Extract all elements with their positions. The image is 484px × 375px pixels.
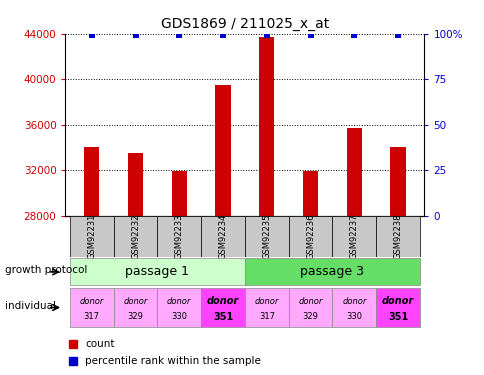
Bar bbox=[84, 147, 99, 216]
Text: GSM92232: GSM92232 bbox=[131, 214, 140, 259]
Text: individual: individual bbox=[5, 301, 56, 310]
Text: donor: donor bbox=[167, 297, 191, 306]
Bar bbox=[70, 216, 113, 257]
Text: donor: donor bbox=[123, 297, 148, 306]
Text: 317: 317 bbox=[84, 312, 100, 321]
Text: GSM92236: GSM92236 bbox=[305, 213, 315, 259]
Bar bbox=[201, 288, 244, 327]
Bar bbox=[244, 216, 288, 257]
Bar bbox=[70, 288, 113, 327]
Text: GSM92235: GSM92235 bbox=[262, 214, 271, 259]
Text: 329: 329 bbox=[127, 312, 143, 321]
Text: 351: 351 bbox=[387, 312, 408, 322]
Bar bbox=[244, 258, 419, 285]
Bar bbox=[171, 171, 186, 216]
Bar bbox=[332, 288, 376, 327]
Text: donor: donor bbox=[298, 297, 322, 306]
Bar bbox=[201, 216, 244, 257]
Text: 330: 330 bbox=[346, 312, 362, 321]
Text: passage 3: passage 3 bbox=[300, 266, 363, 278]
Bar bbox=[113, 216, 157, 257]
Bar bbox=[128, 153, 143, 216]
Text: donor: donor bbox=[207, 296, 239, 306]
Text: donor: donor bbox=[341, 297, 366, 306]
Text: GSM92238: GSM92238 bbox=[393, 213, 402, 259]
Bar bbox=[376, 216, 419, 257]
Bar bbox=[288, 216, 332, 257]
Bar bbox=[346, 128, 361, 216]
Bar bbox=[157, 288, 201, 327]
Title: GDS1869 / 211025_x_at: GDS1869 / 211025_x_at bbox=[161, 17, 328, 32]
Text: 330: 330 bbox=[171, 312, 187, 321]
Text: 329: 329 bbox=[302, 312, 318, 321]
Text: donor: donor bbox=[79, 297, 104, 306]
Text: 351: 351 bbox=[212, 312, 233, 322]
Bar bbox=[113, 288, 157, 327]
Bar bbox=[332, 216, 376, 257]
Text: percentile rank within the sample: percentile rank within the sample bbox=[85, 356, 260, 366]
Text: donor: donor bbox=[381, 296, 413, 306]
Text: GSM92231: GSM92231 bbox=[87, 214, 96, 259]
Bar bbox=[215, 85, 230, 216]
Bar bbox=[157, 216, 201, 257]
Bar bbox=[70, 258, 244, 285]
Bar bbox=[376, 288, 419, 327]
Text: GSM92233: GSM92233 bbox=[174, 213, 183, 259]
Text: GSM92234: GSM92234 bbox=[218, 214, 227, 259]
Text: 317: 317 bbox=[258, 312, 274, 321]
Text: donor: donor bbox=[254, 297, 278, 306]
Text: passage 1: passage 1 bbox=[125, 266, 189, 278]
Text: growth protocol: growth protocol bbox=[5, 265, 87, 275]
Bar bbox=[258, 37, 274, 216]
Text: count: count bbox=[85, 339, 115, 349]
Bar bbox=[390, 147, 405, 216]
Bar bbox=[288, 288, 332, 327]
Bar bbox=[244, 288, 288, 327]
Bar bbox=[302, 171, 318, 216]
Text: GSM92237: GSM92237 bbox=[349, 213, 358, 259]
